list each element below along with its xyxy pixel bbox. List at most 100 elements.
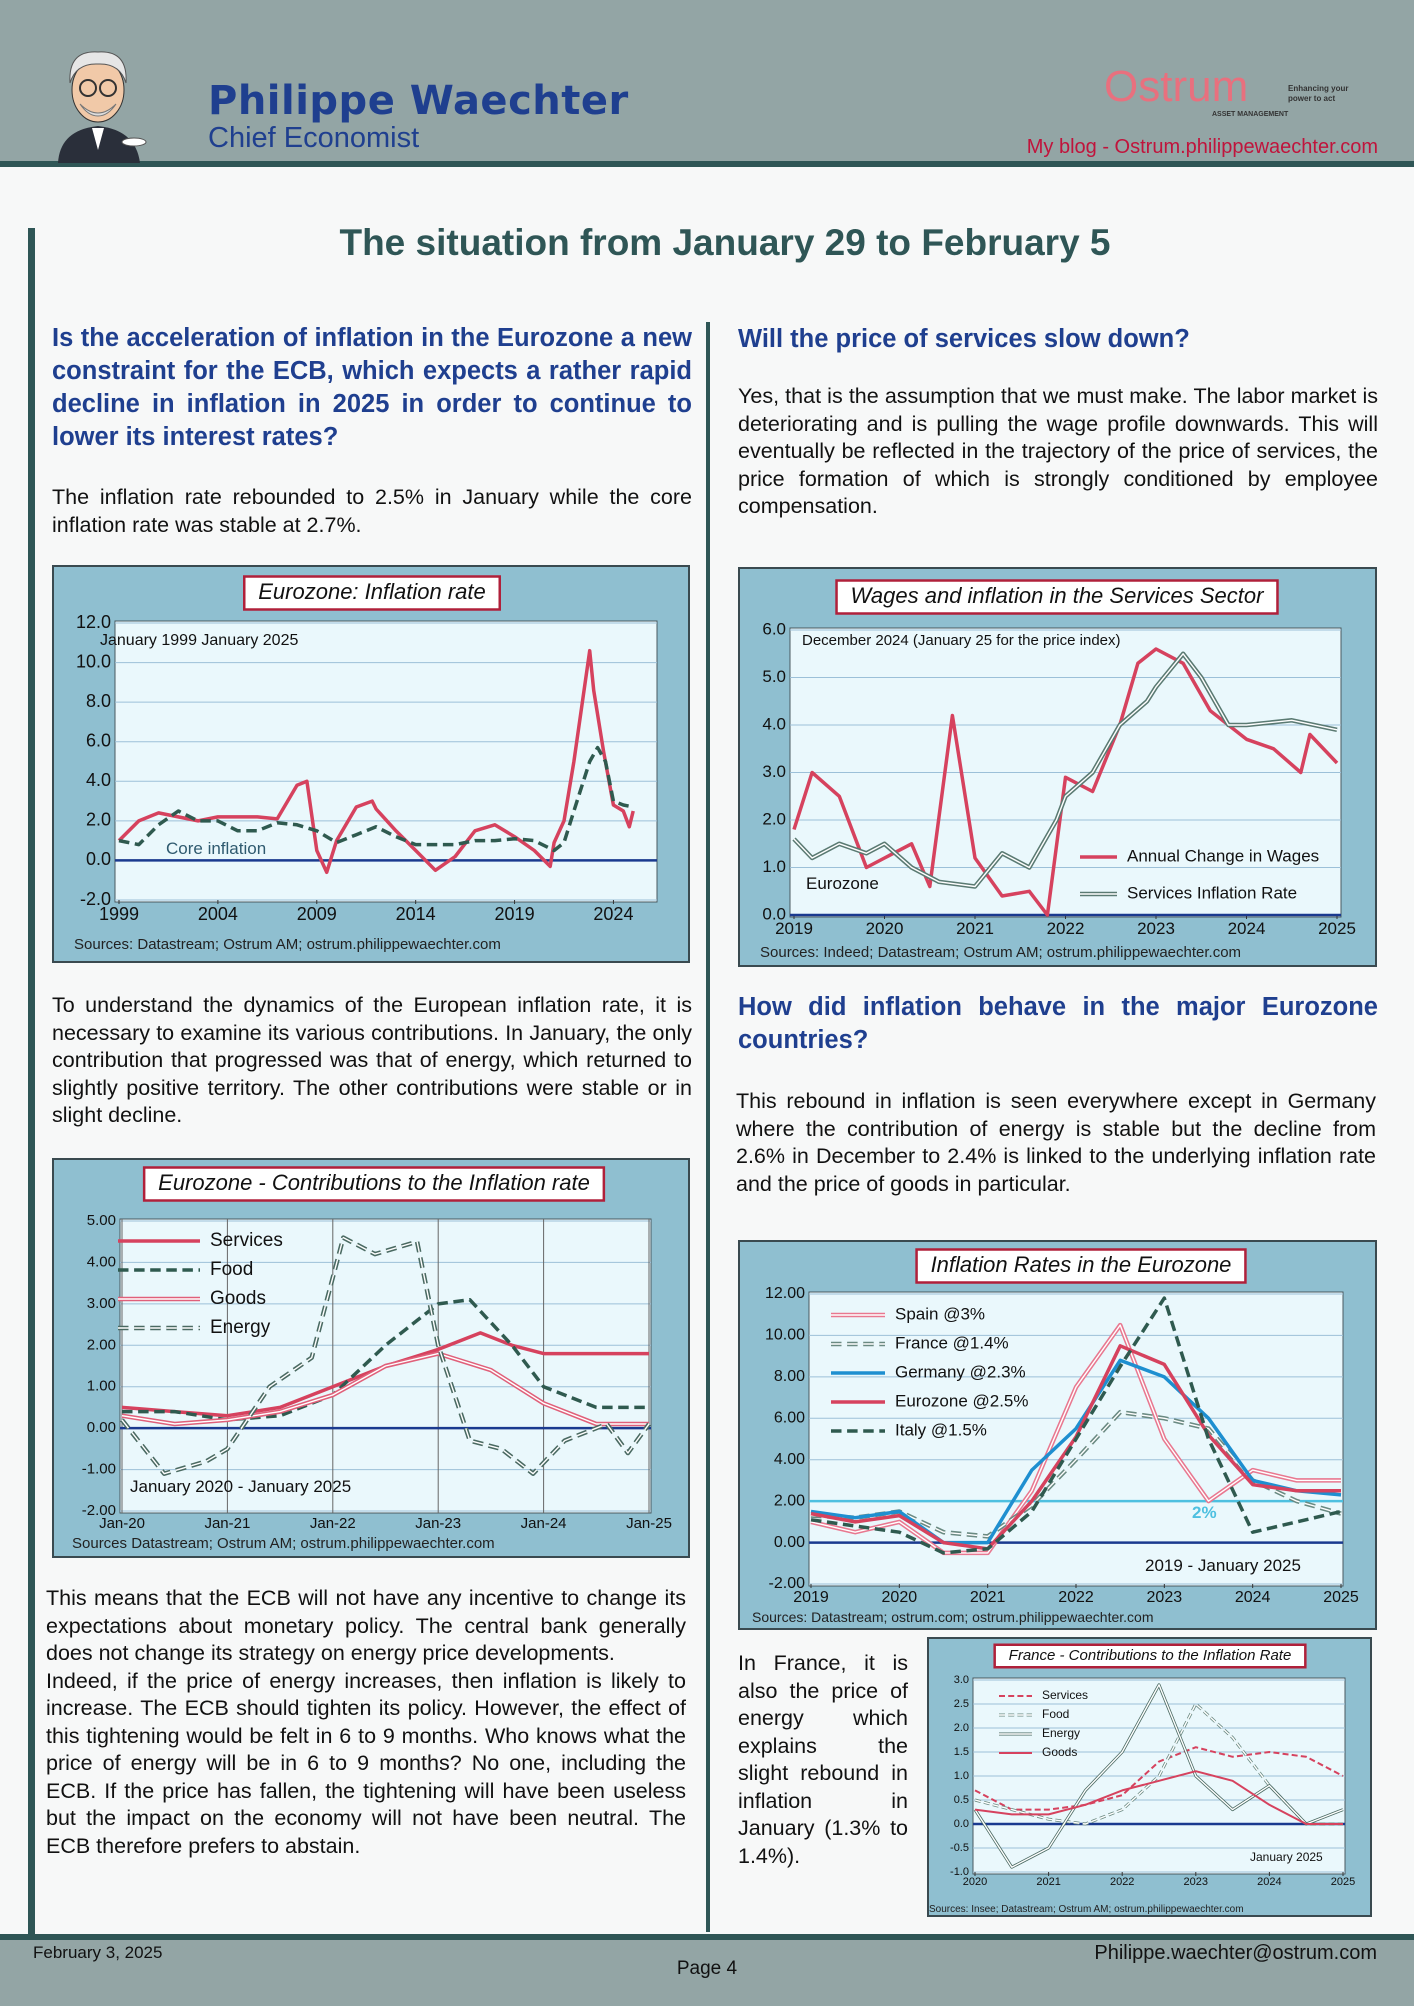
x-tick-label: 2023: [1147, 1589, 1183, 1606]
author-name: Philippe Waechter: [208, 78, 629, 124]
footer-band: [0, 1934, 1414, 2006]
legend-label: Services: [210, 1230, 283, 1251]
y-tick-label: 2.00: [774, 1492, 805, 1509]
x-tick-label: 2021: [956, 919, 994, 938]
chart-label: Eurozone: [806, 874, 879, 893]
heading: How did inflation behave in the major Eu…: [738, 993, 1378, 1054]
x-tick-label: 2025: [1323, 1589, 1359, 1606]
y-tick-label: 10.00: [765, 1327, 805, 1344]
y-tick-label: 1.0: [954, 1770, 969, 1782]
chart: 0.0 1.0 2.0 3.0 4.0 5.0 6.0 2019 2020 2021 2022 202…: [738, 567, 1377, 967]
avatar: [58, 51, 147, 163]
y-tick-label: 6.0: [762, 619, 786, 638]
chart: -2.00 0.00 2.00 4.00 6.00 8.00 10.00 12.00 2019 2…: [738, 1240, 1377, 1630]
x-tick-label: 2009: [297, 904, 337, 924]
x-tick-label: 2021: [1036, 1876, 1060, 1888]
legend-label: Services: [1042, 1688, 1088, 1702]
series-line: [810, 1358, 1342, 1545]
y-tick-label: 2.0: [86, 810, 111, 830]
x-tick-label: Jan-21: [204, 1515, 250, 1532]
chart-sources: Sources Datastream; Ostrum AM; ostrum.ph…: [72, 1535, 495, 1552]
paragraph-group: This means that the ECB will not have an…: [46, 1585, 686, 1860]
y-tick-label: 5.0: [762, 667, 786, 686]
y-tick-label: 1.5: [954, 1746, 969, 1758]
title-box: [835, 579, 1279, 615]
y-tick-label: 2.0: [954, 1722, 969, 1734]
y-tick-label: 2.5: [954, 1698, 969, 1710]
series-label: Core inflation: [166, 839, 266, 858]
x-tick-label: Jan-24: [521, 1515, 567, 1532]
line-inner: [974, 1703, 1343, 1825]
y-tick-label: -1.00: [82, 1461, 116, 1478]
y-tick-label: 3.00: [87, 1295, 116, 1312]
series-line: [118, 745, 634, 853]
logo: Ostrum: [1104, 62, 1249, 111]
paragraph: The inflation rate rebounded to 2.5% in …: [52, 485, 692, 537]
series-line: [974, 1770, 1343, 1825]
left-rule: [28, 228, 35, 1935]
y-tick-label: 4.00: [774, 1451, 805, 1468]
chart: -2.0 0.0 2.0 4.0 6.0 8.0 10.0 12.0 1999 2004 2009 2…: [52, 565, 690, 963]
x-tick-label: 2024: [1235, 1589, 1271, 1606]
title-box: [142, 1166, 606, 1202]
footer-email: Philippe.waechter@ostrum.com: [1094, 1942, 1377, 1964]
y-tick-label: -2.00: [82, 1502, 116, 1519]
legend-label: Germany @2.3%: [895, 1362, 1026, 1381]
legend-label: Energy: [1042, 1726, 1080, 1740]
x-tick-label: Jan-25: [626, 1515, 672, 1532]
legend-label: Food: [1042, 1707, 1069, 1721]
x-tick-label: 2022: [1110, 1876, 1134, 1888]
y-tick-label: 10.0: [76, 651, 111, 671]
paragraph: This rebound in inflation is seen everyw…: [736, 1089, 1376, 1196]
y-tick-label: 2.0: [762, 809, 786, 828]
line-inner: [793, 653, 1338, 888]
x-tick-label: 1999: [99, 904, 139, 924]
header-band: [0, 0, 1414, 167]
y-tick-label: 12.0: [76, 612, 111, 632]
logo-sub: ASSET MANAGEMENT: [1212, 111, 1289, 118]
y-tick-label: 8.00: [774, 1368, 805, 1385]
chart-note: 2019 - January 2025: [1145, 1556, 1301, 1575]
chart-sources: Sources: Indeed; Datastream; Ostrum AM; …: [760, 944, 1241, 961]
legend-label: Annual Change in Wages: [1127, 846, 1319, 865]
y-tick-label: 4.0: [762, 714, 786, 733]
y-tick-label: -2.00: [769, 1575, 806, 1592]
title-box: [993, 1643, 1307, 1669]
x-tick-label: 2020: [963, 1876, 987, 1888]
heading: Will the price of services slow down?: [738, 325, 1190, 353]
x-tick-label: Jan-23: [415, 1515, 461, 1532]
y-tick-label: 2.00: [87, 1336, 116, 1353]
blog-link[interactable]: My blog - Ostrum.philippewaechter.com: [1026, 136, 1378, 158]
y-tick-label: 1.00: [87, 1378, 116, 1395]
paragraph: Indeed, if the price of energy increases…: [46, 1668, 686, 1858]
y-tick-label: 6.0: [86, 730, 111, 750]
legend-label: Goods: [210, 1288, 266, 1309]
chart-sources: Sources: Datastream; Ostrum AM; ostrum.p…: [74, 936, 501, 953]
line-inner: [810, 1324, 1341, 1554]
tagline-line: Enhancing your: [1288, 84, 1349, 93]
x-tick-label: 2024: [1228, 919, 1266, 938]
legend-label: Italy @1.5%: [895, 1420, 987, 1439]
chart-note: January 2020 - January 2025: [130, 1477, 351, 1496]
x-tick-label: 2024: [1257, 1876, 1281, 1888]
paragraph: To understand the dynamics of the Europe…: [52, 993, 692, 1127]
x-tick-label: 2004: [198, 904, 238, 924]
chart-title: Eurozone - Contributions to the Inflatio…: [158, 1170, 590, 1195]
y-tick-label: -0.5: [950, 1842, 969, 1854]
column-rule: [706, 322, 710, 1932]
chart-sources: Sources: Insee; Datastream; Ostrum AM; o…: [929, 1904, 1244, 1915]
heading: Is the acceleration of inflation in the …: [52, 324, 692, 451]
plot-area: [114, 620, 658, 903]
line-inner: [121, 1352, 649, 1425]
y-tick-label: 3.0: [762, 762, 786, 781]
chart: -2.00 -1.00 0.00 1.00 2.00 3.00 4.00 5.00 Jan-20…: [52, 1158, 690, 1558]
x-tick-label: Jan-20: [99, 1515, 145, 1532]
y-tick-label: 0.0: [954, 1818, 969, 1830]
x-tick-label: 2022: [1058, 1589, 1094, 1606]
chart-title: France - Contributions to the Inflation …: [1009, 1647, 1292, 1664]
x-tick-label: 2019: [775, 919, 813, 938]
logo-tagline: Enhancing your power to act: [1288, 84, 1348, 104]
y-tick-label: 1.0: [762, 857, 786, 876]
chart-title: Eurozone: Inflation rate: [258, 579, 485, 604]
